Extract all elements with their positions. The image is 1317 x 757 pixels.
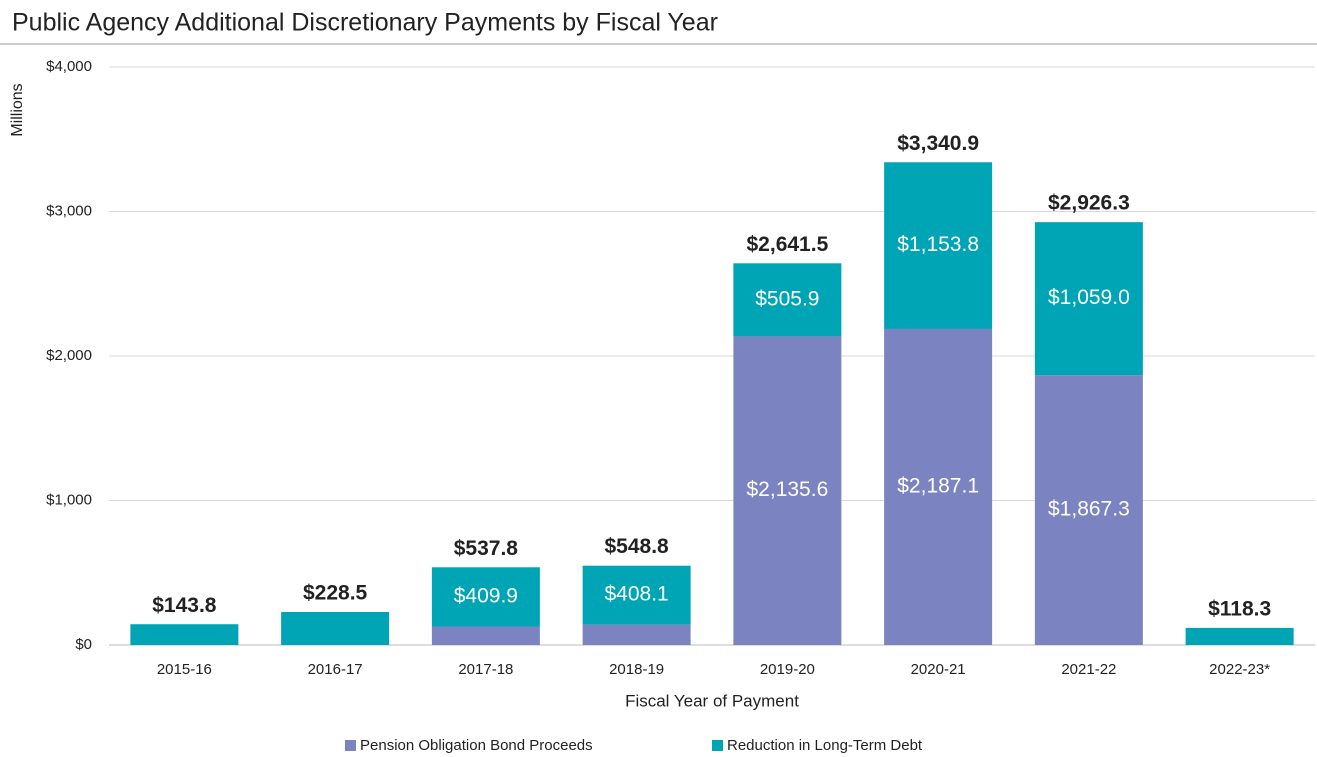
chart-title: Public Agency Additional Discretionary P… [12,9,718,37]
x-axis-label: Fiscal Year of Payment [625,691,799,710]
bar-segment [431,626,540,645]
legend-label: Reduction in Long-Term Debt [727,737,923,754]
x-tick-label: 2022-23* [1209,661,1270,678]
bar-segment [884,162,993,329]
x-tick-label: 2018-19 [609,661,664,678]
bar-segment [582,624,691,645]
total-label: $228.5 [303,582,368,605]
y-tick-label: $4,000 [46,58,92,75]
total-label: $3,340.9 [897,132,979,155]
segment-label: $505.9 [755,287,819,310]
total-label: $2,926.3 [1048,192,1130,215]
x-tick-label: 2021-22 [1061,661,1116,678]
legend-swatch [345,740,356,751]
total-label: $2,641.5 [747,233,829,256]
total-label: $118.3 [1208,597,1271,620]
bar-segment [431,567,540,627]
bar-segment [1034,222,1143,376]
bar-segment [130,624,239,645]
y-tick-label: $3,000 [46,202,92,219]
bar-segment [582,565,691,625]
legend-swatch [712,740,723,751]
bar-segment [733,263,842,337]
segment-label: $2,187.1 [897,475,979,498]
x-tick-label: 2020-21 [911,661,966,678]
total-label: $548.8 [605,535,670,558]
segment-label: $1,153.8 [897,233,979,256]
y-axis-label: Millions [9,83,26,136]
x-tick-label: 2015-16 [157,661,212,678]
segment-label: $1,867.3 [1048,498,1130,521]
bar-segment [281,611,390,645]
y-tick-label: $1,000 [46,491,92,508]
total-label: $143.8 [152,594,217,617]
bar-segment [1034,375,1143,645]
x-tick-label: 2019-20 [760,661,815,678]
bar-segment [733,336,842,645]
x-tick-label: 2017-18 [458,661,513,678]
y-tick-label: $0 [75,636,92,653]
segment-label: $409.9 [454,584,518,607]
x-tick-label: 2016-17 [308,661,363,678]
segment-label: $2,135.6 [747,478,829,501]
legend-label: Pension Obligation Bond Proceeds [360,737,593,754]
bar-segment [884,328,993,645]
bar-segment [1185,627,1294,645]
segment-label: $408.1 [605,583,669,606]
y-tick-label: $2,000 [46,347,92,364]
segment-label: $1,059.0 [1048,286,1130,309]
total-label: $537.8 [454,537,519,560]
